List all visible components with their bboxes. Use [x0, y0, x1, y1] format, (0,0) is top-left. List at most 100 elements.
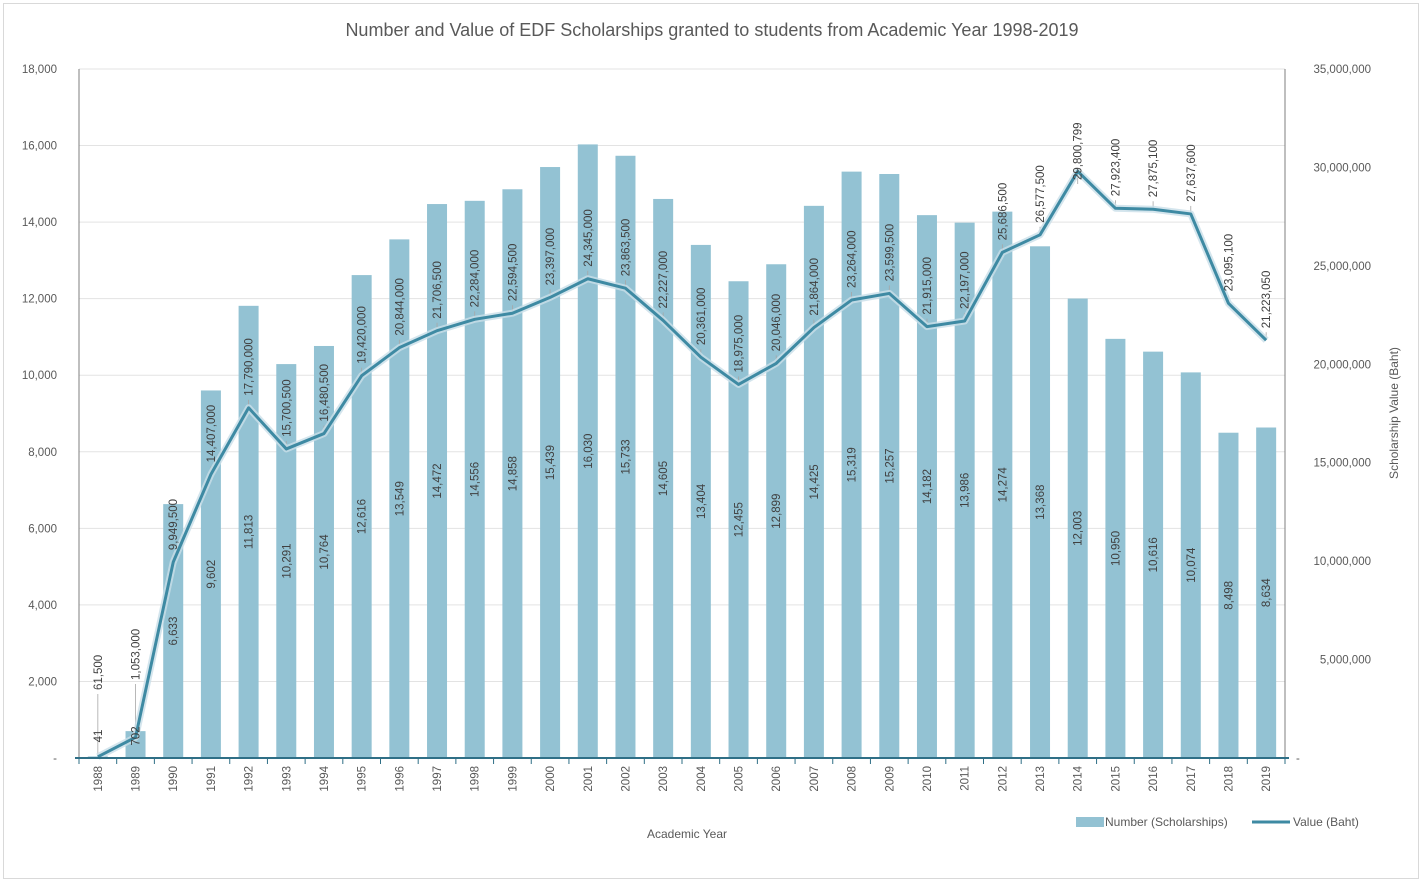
bar-label: 10,616	[1148, 537, 1160, 572]
value-label: 26,577,500	[1035, 165, 1047, 223]
x-tick-label: 2018	[1223, 766, 1235, 792]
legend-bar-label: Number (Scholarships)	[1105, 815, 1228, 829]
value-label: 22,227,000	[658, 251, 670, 309]
y2-tick-label: -	[1296, 753, 1300, 765]
value-label: 20,844,000	[394, 278, 406, 336]
value-label: 20,361,000	[696, 288, 708, 346]
value-label: 25,686,500	[997, 183, 1009, 241]
x-tick-label: 1993	[281, 766, 293, 792]
bar	[577, 144, 598, 758]
bar	[879, 173, 900, 758]
bar	[1143, 351, 1164, 758]
value-label: 23,264,000	[847, 230, 859, 288]
x-tick-label: 2019	[1261, 766, 1273, 792]
bar-label: 14,472	[432, 463, 444, 498]
bar	[502, 189, 523, 758]
data-labels: 41 702 6,633 9,602 11,813 10,291 10,764 12,616 1…	[93, 122, 1273, 745]
legend-line-label: Value (Baht)	[1293, 815, 1359, 829]
bar-label: 10,291	[281, 543, 293, 578]
value-label: 27,875,100	[1148, 140, 1160, 198]
y2-tick-label: 10,000,000	[1313, 556, 1371, 568]
y2-tick-label: 15,000,000	[1313, 458, 1371, 470]
x-tick-label: 2013	[1035, 766, 1047, 792]
x-tick-label: 2017	[1186, 766, 1198, 792]
y2-tick-label: 30,000,000	[1313, 162, 1371, 174]
y-tick-label: 2,000	[28, 676, 57, 688]
value-label: 17,790,000	[244, 338, 256, 396]
value-label: 21,223,050	[1261, 271, 1273, 329]
bar-label: 41	[93, 730, 105, 743]
value-label: 15,700,500	[281, 379, 293, 437]
y2-tick-label: 35,000,000	[1313, 64, 1371, 76]
bar-label: 13,368	[1035, 485, 1047, 520]
x-tick-label: 2004	[696, 765, 708, 791]
x-tick-label: 2009	[884, 766, 896, 792]
bar	[1180, 372, 1201, 758]
bar-label: 12,616	[357, 499, 369, 534]
bar	[653, 198, 674, 758]
y-tick-label: 6,000	[28, 523, 57, 535]
y-tick-label: 4,000	[28, 600, 57, 612]
bar-label: 15,439	[545, 445, 557, 480]
value-label: 24,345,000	[583, 209, 595, 267]
value-label: 9,949,500	[168, 499, 180, 550]
bar-label: 14,425	[809, 464, 821, 499]
bar	[313, 345, 334, 758]
bar-label: 10,950	[1110, 531, 1122, 566]
bar-label: 14,182	[922, 469, 934, 504]
bar	[540, 167, 561, 758]
x-tick-label: 1991	[206, 766, 218, 792]
bar	[728, 281, 749, 758]
x-tick-label: 1996	[394, 766, 406, 792]
y2-axis-title: Scholarship Value (Baht)	[1387, 347, 1401, 479]
chart-title: Number and Value of EDF Scholarships gra…	[345, 20, 1078, 40]
line-series	[96, 167, 1269, 760]
value-label: 16,480,500	[319, 364, 331, 422]
value-label: 18,975,000	[734, 315, 746, 373]
x-tick-label: 1999	[507, 766, 519, 792]
bar-label: 11,813	[244, 515, 256, 549]
bar	[351, 275, 372, 758]
legend-bar-swatch	[1076, 817, 1104, 827]
x-axis-title: Academic Year	[647, 827, 727, 841]
gridlines	[79, 68, 1285, 682]
x-tick-label: 1997	[432, 766, 444, 792]
bar	[615, 155, 636, 758]
y-tick-label: 14,000	[22, 217, 57, 229]
value-label: 23,863,500	[620, 219, 632, 277]
x-tick-label: 2015	[1110, 766, 1122, 792]
bar-label: 10,074	[1186, 547, 1198, 583]
x-tick-label: 2005	[734, 766, 746, 792]
x-tick-label: 2008	[847, 766, 859, 792]
bar-label: 13,404	[696, 483, 708, 519]
bar-label: 14,605	[658, 461, 670, 496]
value-label: 22,197,000	[960, 251, 972, 309]
bar	[1067, 298, 1088, 758]
bar	[690, 244, 711, 758]
x-tick-label: 2010	[922, 766, 934, 792]
axes: - 2,000 4,000 6,000 8,000 10,000 12,000 14,000 1…	[22, 64, 1371, 792]
y-tick-label: 10,000	[22, 370, 57, 382]
x-tick-label: 1992	[244, 766, 256, 792]
bar	[464, 200, 485, 758]
value-label: 23,095,100	[1223, 234, 1235, 292]
y2-tick-label: 20,000,000	[1313, 359, 1371, 371]
y-tick-label: 12,000	[22, 294, 57, 306]
bar-series	[87, 144, 1277, 759]
bar-label: 6,633	[168, 617, 180, 646]
leader-lines	[97, 169, 1267, 755]
x-tick-label: 2016	[1148, 766, 1160, 792]
x-tick-label: 2011	[960, 766, 972, 791]
x-tick-label: 1990	[168, 766, 180, 792]
value-label: 21,706,500	[432, 261, 444, 319]
bar-label: 702	[131, 726, 143, 745]
bar-label: 12,899	[771, 494, 783, 529]
x-tick-label: 2006	[771, 766, 783, 792]
bar	[427, 204, 448, 758]
x-tick-label: 1988	[93, 766, 105, 792]
bar	[803, 205, 824, 759]
value-line	[97, 169, 1268, 759]
bar-label: 14,274	[997, 467, 1009, 503]
x-tick-label: 2000	[545, 766, 557, 792]
